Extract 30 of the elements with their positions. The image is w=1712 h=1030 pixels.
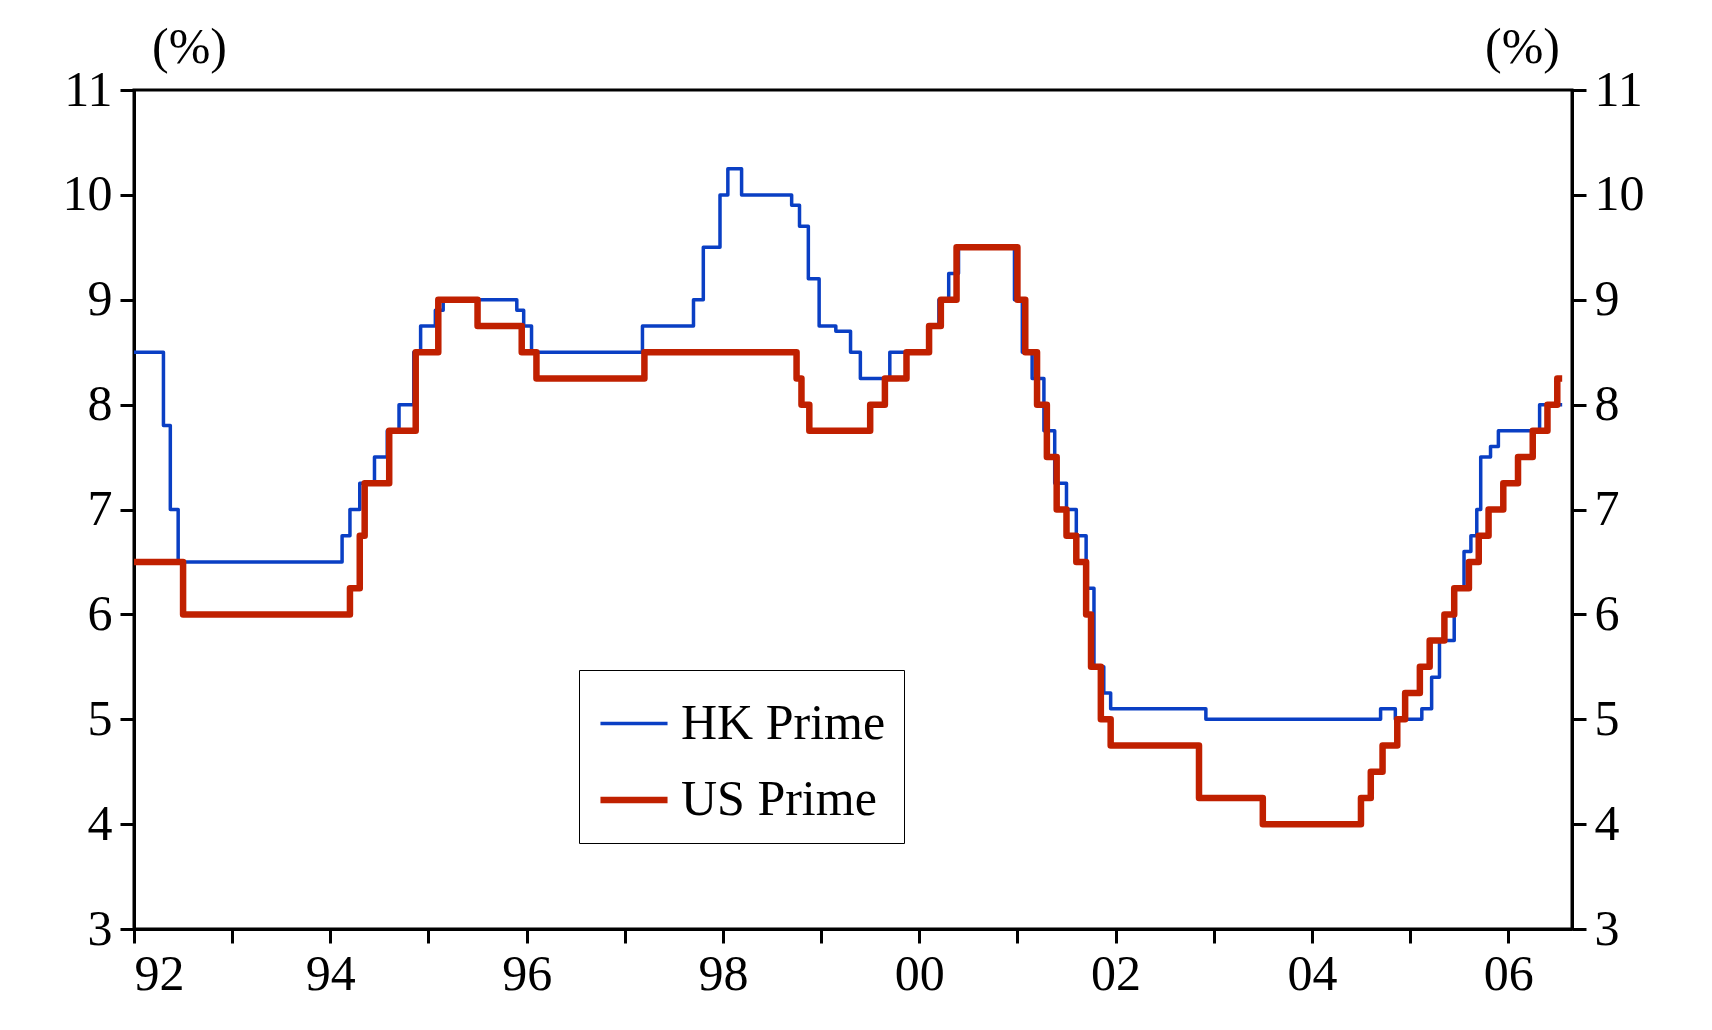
legend-label: HK Prime	[681, 693, 886, 750]
x-tick-label: 06	[1483, 944, 1534, 1001]
y2-tick-label: 10	[1594, 165, 1645, 222]
y-tick-label: 9	[87, 270, 113, 327]
y2-tick-label: 9	[1594, 270, 1620, 327]
x-tick-label: 04	[1287, 944, 1338, 1001]
y-tick-label: 7	[87, 480, 113, 536]
y2-tick-label: 11	[1594, 60, 1643, 117]
y-tick-label: 4	[87, 794, 113, 851]
y-tick-label: 5	[87, 689, 113, 746]
x-tick-label: 02	[1091, 944, 1142, 1001]
x-tick-label: 92	[134, 944, 185, 1001]
y-tick-label: 10	[62, 165, 113, 222]
y-axis-title: (%)	[152, 17, 227, 74]
y2-tick-label: 6	[1594, 584, 1620, 641]
x-tick-label: 96	[502, 944, 553, 1001]
y-tick-label: 6	[87, 584, 113, 641]
y-tick-label: 3	[87, 899, 113, 956]
x-tick-label: 94	[305, 944, 356, 1001]
y2-axis-title: (%)	[1485, 17, 1560, 74]
y-tick-label: 8	[87, 375, 113, 432]
y2-tick-label: 8	[1594, 375, 1620, 432]
y2-tick-label: 7	[1594, 480, 1620, 536]
x-tick-label: 98	[698, 944, 749, 1001]
x-tick-label: 00	[894, 944, 945, 1001]
y2-tick-label: 5	[1594, 689, 1620, 746]
legend-label: US Prime	[681, 770, 877, 826]
y2-tick-label: 4	[1594, 794, 1620, 851]
y-tick-label: 11	[64, 60, 113, 117]
y2-tick-label: 3	[1594, 899, 1620, 956]
